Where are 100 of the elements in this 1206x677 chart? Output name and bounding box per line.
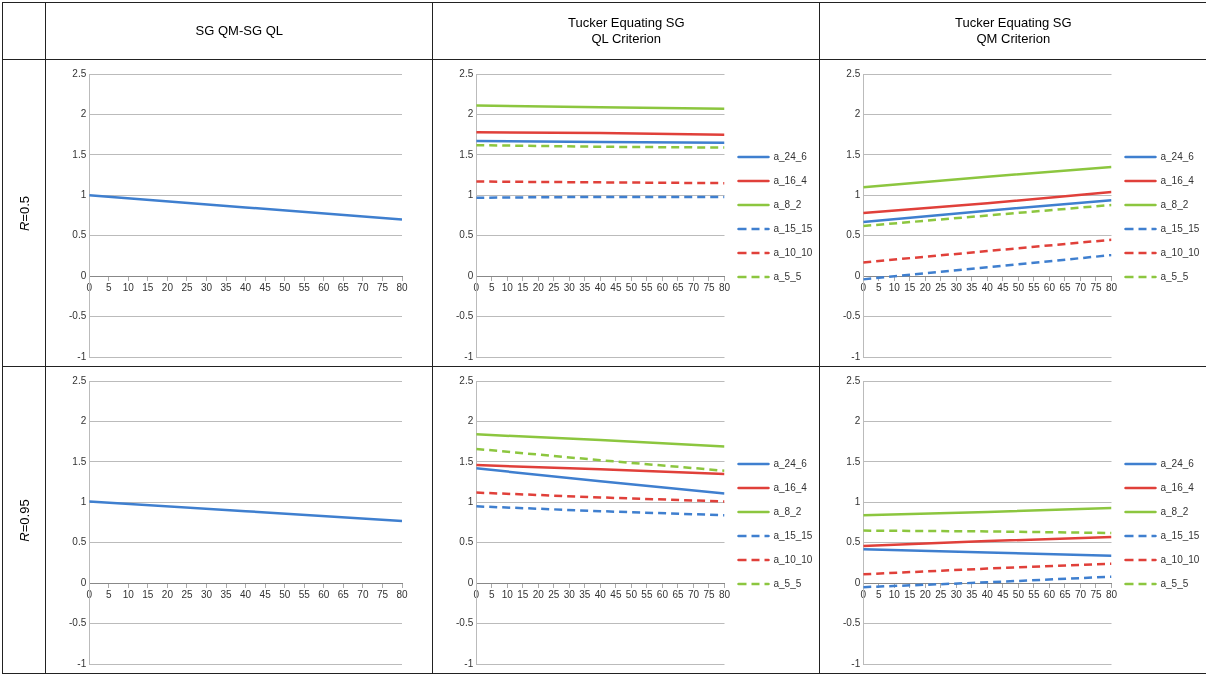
x-tick-label: 40 [240, 588, 252, 600]
x-tick-label: 20 [920, 588, 932, 600]
x-tick-label: 75 [703, 588, 716, 600]
y-tick-label: -1 [464, 350, 474, 362]
legend-label: a_15_15 [773, 529, 814, 541]
x-tick-label: 40 [982, 281, 994, 293]
legend-label: a_16_4 [773, 174, 808, 186]
x-tick-label: 65 [672, 281, 685, 293]
x-tick-label: 30 [951, 281, 963, 293]
y-tick-label: 0.5 [846, 536, 861, 548]
x-tick-label: 10 [123, 588, 135, 600]
y-tick-label: -1 [851, 657, 861, 669]
y-tick-label: 1.5 [72, 455, 87, 467]
x-tick-label: 35 [579, 588, 592, 600]
y-tick-label: 0.5 [459, 536, 474, 548]
y-tick-label: 2.5 [459, 374, 474, 386]
x-tick-label: 50 [279, 588, 292, 600]
x-tick-label: 80 [396, 588, 409, 600]
x-tick-label: 5 [876, 281, 883, 293]
legend-label: a_10_10 [1160, 246, 1201, 258]
legend-label: a_8_2 [1160, 198, 1190, 210]
x-tick-label: 80 [396, 281, 409, 293]
x-tick-label: 20 [162, 588, 174, 600]
y-tick-label: 1 [854, 496, 861, 508]
x-tick-label: 35 [579, 281, 592, 293]
x-tick-label: 30 [951, 588, 963, 600]
x-tick-label: 60 [318, 588, 331, 600]
legend-label: a_16_4 [1160, 174, 1195, 186]
legend-label: a_5_5 [773, 270, 803, 282]
x-tick-label: 10 [889, 281, 901, 293]
legend-label: a_24_6 [1160, 150, 1195, 162]
x-tick-label: 65 [338, 588, 350, 600]
x-tick-label: 30 [201, 281, 213, 293]
y-tick-label: -0.5 [69, 310, 87, 322]
x-tick-label: 10 [889, 588, 901, 600]
legend-label: a_5_5 [773, 577, 803, 589]
x-tick-label: 75 [1090, 588, 1103, 600]
x-tick-label: 45 [997, 588, 1010, 600]
y-tick-label: 1.5 [459, 148, 474, 160]
x-tick-label: 60 [318, 281, 331, 293]
x-tick-label: 10 [123, 281, 135, 293]
y-tick-label: 0 [854, 576, 861, 588]
y-tick-label: 1.5 [459, 455, 474, 467]
x-tick-label: 75 [377, 281, 389, 293]
y-tick-label: 1 [467, 496, 474, 508]
chart-title: SG QM-SG QL [194, 23, 284, 39]
text: R=0.95 [16, 498, 32, 542]
x-tick-label: 5 [489, 588, 496, 600]
y-tick-label: 1.5 [72, 148, 87, 160]
y-tick-label: 2 [467, 108, 474, 120]
x-tick-label: 65 [1059, 588, 1072, 600]
legend-label: a_15_15 [1160, 222, 1201, 234]
x-tick-label: 70 [357, 281, 370, 293]
x-tick-label: 10 [502, 588, 514, 600]
x-tick-label: 15 [517, 588, 530, 600]
x-tick-label: 45 [610, 588, 623, 600]
x-tick-label: 50 [279, 281, 292, 293]
y-tick-label: 1.5 [846, 455, 861, 467]
x-tick-label: 60 [657, 281, 669, 293]
x-tick-label: 35 [966, 281, 979, 293]
y-tick-label: 1 [80, 189, 87, 201]
y-tick-label: 2 [80, 415, 87, 427]
x-tick-label: 15 [904, 588, 917, 600]
y-tick-label: 0 [467, 269, 474, 281]
legend-label: a_8_2 [773, 198, 803, 210]
x-tick-label: 35 [220, 281, 233, 293]
x-tick-label: 60 [1044, 281, 1056, 293]
y-tick-label: 0.5 [846, 229, 861, 241]
legend-label: a_5_5 [1160, 577, 1190, 589]
x-tick-label: 15 [142, 588, 155, 600]
x-tick-label: 25 [181, 588, 194, 600]
x-tick-label: 80 [1106, 588, 1118, 600]
y-tick-label: 2.5 [846, 67, 861, 79]
x-tick-label: 25 [181, 281, 194, 293]
y-tick-label: 0 [80, 576, 87, 588]
y-tick-label: -0.5 [843, 617, 861, 629]
y-tick-label: 0.5 [72, 536, 87, 548]
x-tick-label: 20 [920, 281, 932, 293]
y-tick-label: -0.5 [69, 617, 87, 629]
x-tick-label: 5 [489, 281, 496, 293]
legend-label: a_24_6 [773, 457, 808, 469]
x-tick-label: 35 [220, 588, 233, 600]
y-tick-label: 1 [854, 189, 861, 201]
x-tick-label: 80 [719, 281, 731, 293]
x-tick-label: 20 [162, 281, 174, 293]
y-tick-label: -0.5 [843, 310, 861, 322]
x-tick-label: 45 [259, 281, 272, 293]
x-tick-label: 45 [610, 281, 623, 293]
x-tick-label: 45 [997, 281, 1010, 293]
x-tick-label: 75 [1090, 281, 1103, 293]
x-tick-label: 70 [688, 588, 700, 600]
x-tick-label: 30 [201, 588, 213, 600]
y-tick-label: -0.5 [456, 617, 474, 629]
x-tick-label: 60 [1044, 588, 1056, 600]
x-tick-label: 70 [357, 588, 370, 600]
x-tick-label: 35 [966, 588, 979, 600]
y-tick-label: 1 [467, 189, 474, 201]
y-tick-label: 2.5 [72, 374, 87, 386]
y-tick-label: 2 [854, 108, 861, 120]
x-tick-label: 20 [533, 588, 545, 600]
